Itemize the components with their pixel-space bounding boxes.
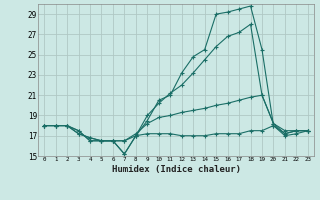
X-axis label: Humidex (Indice chaleur): Humidex (Indice chaleur) [111, 165, 241, 174]
